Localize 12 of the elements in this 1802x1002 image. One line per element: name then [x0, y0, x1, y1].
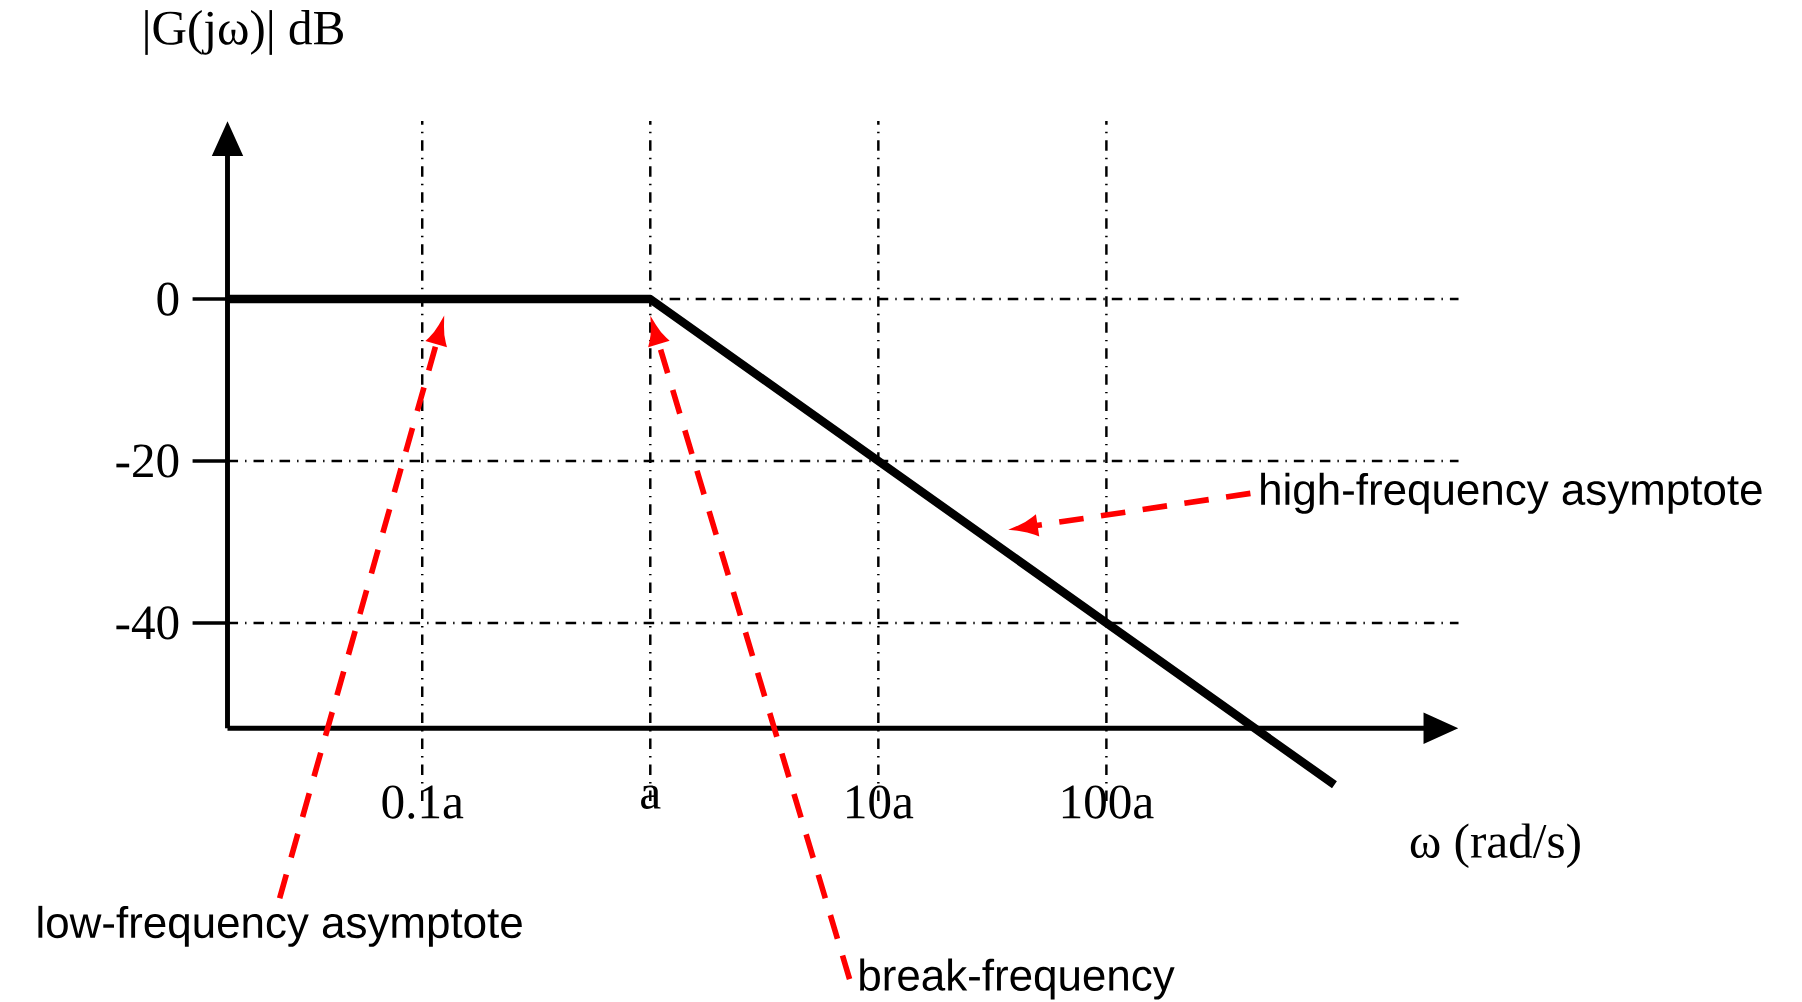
x-tick-label: a [641, 785, 661, 809]
text: break-frequency [860, 958, 1175, 1000]
annotation: high-frequency asymptote [1261, 472, 1762, 514]
y-axis-title: |G(jω)| dB [145, 10, 343, 55]
x-axis-title: ω (rad/s) [1410, 823, 1580, 869]
x-tick-label: 100a [1062, 785, 1154, 819]
x-tick-label: 10a [847, 785, 914, 819]
y-tick-label: 0 [157, 282, 179, 316]
text: low-frequency asymptote [38, 905, 522, 947]
y-tick-label: -40 [116, 606, 179, 640]
y-tick-label: -20 [116, 444, 179, 478]
x-tick-label: 0.1a [382, 785, 464, 819]
